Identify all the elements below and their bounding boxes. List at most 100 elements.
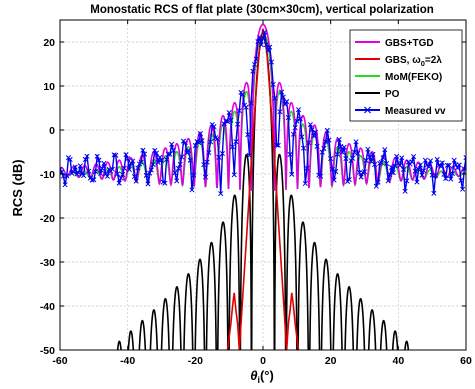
measured-point — [219, 150, 225, 157]
measured-point — [273, 142, 280, 148]
measured-point — [372, 161, 378, 168]
x-tick-label: 60 — [460, 355, 472, 367]
measured-point — [165, 151, 171, 157]
measured-point — [302, 180, 308, 187]
y-tick-label: -50 — [40, 345, 55, 357]
measured-point — [324, 127, 330, 133]
measured-point — [339, 149, 346, 155]
x-label-sub: i — [257, 375, 260, 385]
measured-point — [419, 172, 425, 178]
measured-point — [434, 156, 440, 162]
x-tick-label: -20 — [188, 355, 203, 367]
measured-point — [285, 114, 291, 121]
measured-point — [272, 95, 278, 101]
measured-point — [189, 187, 195, 193]
measured-point — [147, 170, 153, 176]
y-tick-label: 10 — [43, 81, 55, 93]
measured-point — [390, 170, 396, 176]
measured-point — [378, 160, 384, 166]
measured-point — [218, 191, 224, 197]
measured-point — [270, 81, 276, 87]
measured-point — [170, 147, 176, 153]
measured-point — [211, 124, 217, 130]
y-tick-label: 0 — [49, 125, 55, 137]
x-tick-label: -60 — [52, 355, 67, 367]
x-tick-label: 40 — [392, 355, 404, 367]
x-tick-label: 20 — [325, 355, 337, 367]
measured-point — [164, 157, 170, 163]
measured-point — [179, 154, 185, 160]
measured-point — [412, 168, 418, 174]
measured-point — [314, 143, 320, 149]
measured-point — [331, 177, 337, 183]
measured-point — [287, 151, 293, 158]
measured-point — [263, 42, 269, 48]
measured-point — [101, 160, 107, 166]
measured-point — [297, 116, 303, 122]
measured-point — [229, 144, 236, 150]
measured-point — [111, 152, 117, 158]
measured-point — [81, 173, 87, 179]
measured-point — [204, 159, 210, 165]
measured-point — [341, 144, 347, 150]
measured-point — [275, 142, 281, 148]
measured-point — [196, 140, 202, 146]
measured-point — [289, 171, 295, 177]
measured-point — [294, 118, 300, 124]
measured-point — [142, 151, 148, 157]
measured-point — [62, 182, 68, 188]
measured-point — [84, 153, 90, 159]
measured-point — [458, 178, 464, 184]
measured-point — [451, 157, 457, 163]
measured-point — [89, 177, 95, 183]
measured-point — [446, 162, 452, 168]
x-axis-label: θi(°) — [250, 368, 274, 385]
measured-point — [400, 166, 406, 172]
measured-point — [444, 162, 450, 168]
measured-point — [82, 156, 88, 163]
measured-point — [143, 172, 149, 178]
measured-point — [411, 154, 417, 160]
measured-point — [253, 56, 259, 62]
legend-label: MoM(FEKO) — [385, 72, 442, 83]
series-line-gbs — [226, 28, 300, 350]
measured-point — [438, 163, 444, 169]
measured-point — [387, 172, 393, 178]
measured-point — [130, 158, 136, 164]
measured-point — [214, 136, 220, 142]
measured-point — [221, 121, 227, 127]
measured-point — [150, 161, 156, 167]
measured-point — [86, 168, 92, 174]
measured-point — [140, 147, 146, 153]
measured-point — [268, 59, 275, 65]
measured-point — [329, 166, 335, 172]
measured-point — [186, 147, 192, 154]
measured-point — [125, 156, 131, 162]
measured-point — [375, 179, 381, 185]
measured-point — [431, 190, 437, 196]
measured-point — [404, 178, 410, 184]
legend-marker — [364, 106, 371, 114]
tick-labels: -60 -40 -20 0 20 40 60 -50 -40 -30 -20 -10 0 10 20 — [40, 37, 472, 367]
measured-point — [353, 139, 359, 145]
measured-point — [113, 152, 119, 158]
y-tick-label: -30 — [40, 257, 55, 269]
x-label-symbol: θ — [250, 368, 257, 383]
measured-point — [199, 138, 205, 144]
measured-point — [250, 68, 256, 74]
measured-point — [295, 107, 302, 113]
measured-point — [152, 147, 158, 153]
measured-point — [116, 180, 122, 186]
measured-point — [304, 165, 310, 171]
measured-point — [307, 121, 313, 128]
measured-point — [333, 168, 339, 175]
measured-point — [177, 161, 183, 167]
y-axis-label: RCS (dB) — [10, 159, 25, 216]
y-tick-label: -10 — [40, 169, 55, 181]
axes — [59, 19, 467, 351]
measured-point — [99, 165, 105, 171]
measured-point — [460, 186, 466, 192]
measured-point — [246, 152, 253, 159]
measured-point — [361, 169, 368, 175]
